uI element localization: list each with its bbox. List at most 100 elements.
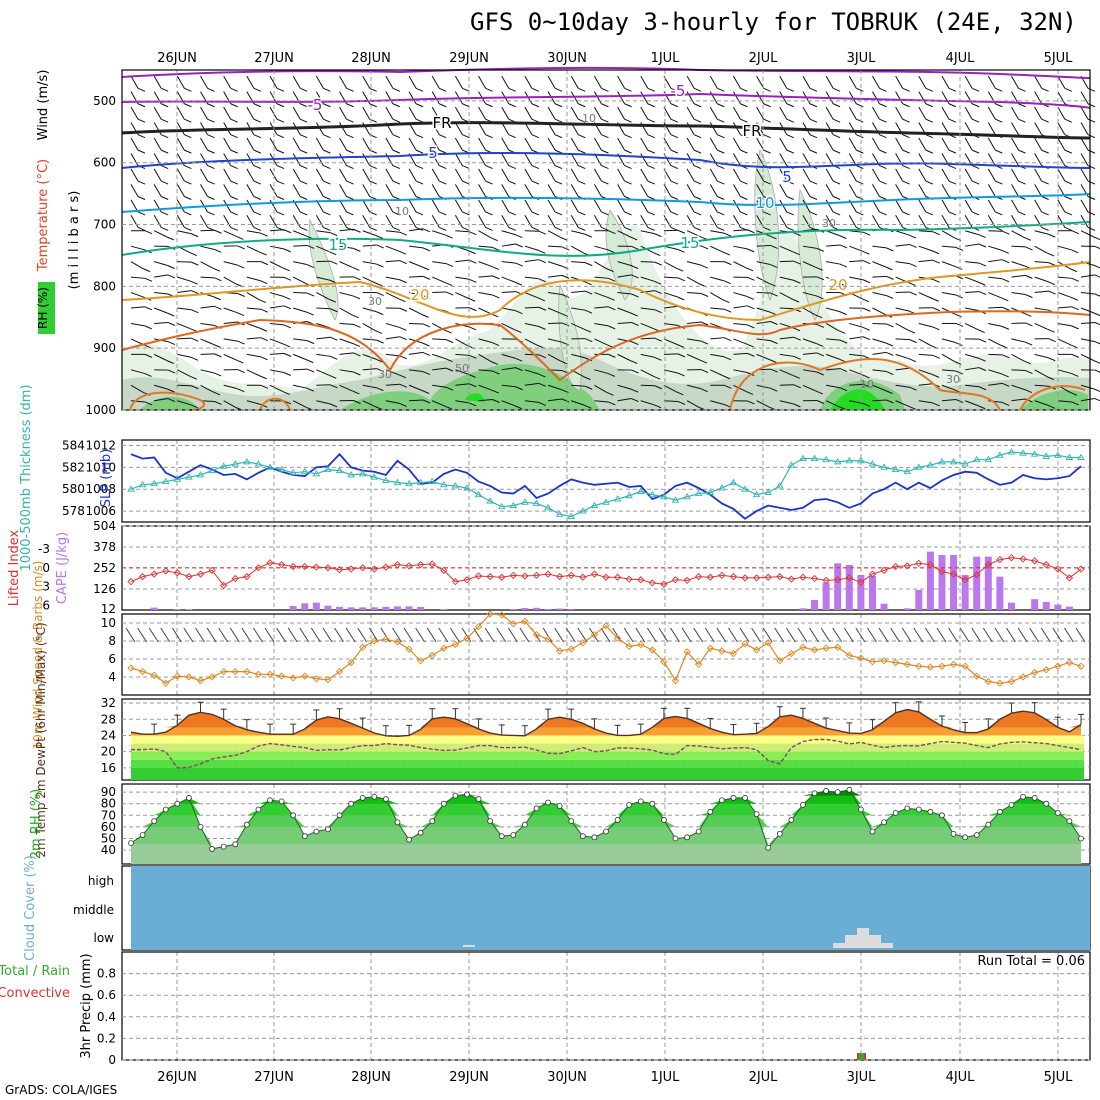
wind-barb-flag — [723, 403, 731, 408]
wind-barb — [1011, 274, 1026, 278]
tick-label: 600 — [93, 156, 116, 170]
wind-barb — [964, 122, 973, 135]
wind-barb-flag — [722, 251, 731, 256]
wind-barb-flag — [137, 211, 146, 216]
wind-barb-flag — [230, 226, 238, 231]
wind-barb-flag — [282, 343, 291, 348]
wind-barb-flag — [793, 232, 801, 237]
wind-barb-flag — [653, 404, 662, 409]
wind-barb — [177, 337, 192, 340]
tick-label: 3 — [42, 580, 50, 594]
thickness-point — [602, 498, 610, 505]
wind-barb-flag — [137, 87, 146, 92]
wind-barb-flag — [699, 359, 708, 364]
wind-barb — [941, 168, 950, 182]
wind-barb — [895, 106, 904, 120]
wind-barb — [964, 323, 978, 331]
wind-barb-flag — [925, 103, 934, 108]
wind-barb — [849, 245, 863, 252]
wind-barb — [293, 230, 307, 237]
wind-barb-flag — [399, 402, 407, 407]
wind-barb-flag — [909, 386, 917, 391]
wind-barb-flag — [606, 391, 614, 396]
wind-barb-flag — [1071, 306, 1079, 311]
wind-barb-flag — [885, 294, 894, 299]
wind-barb-flag — [816, 276, 825, 281]
cape-bar — [521, 608, 529, 610]
tick-label: 70 — [101, 808, 116, 822]
wind-barb — [640, 369, 654, 377]
wind-barb-flag — [1041, 226, 1049, 231]
wind10m-barb — [426, 627, 437, 643]
wind-barb — [223, 75, 232, 89]
wind-barb-flag — [306, 340, 315, 345]
wind-barb — [385, 292, 399, 300]
wind10m-barb — [519, 627, 530, 643]
wind10m-point — [138, 667, 147, 676]
lifted-index-point — [1042, 561, 1050, 569]
wind10m-barb — [368, 627, 379, 643]
wind-barb-flag — [469, 231, 477, 236]
wind-barb-flag — [392, 134, 401, 139]
lifted-index-point — [463, 576, 471, 584]
wind-barb-flag — [793, 384, 801, 389]
wind-barb — [594, 276, 609, 279]
wind-barb — [987, 137, 996, 151]
wind-barb — [292, 215, 301, 228]
wind-barb — [593, 91, 602, 105]
wind-barb — [501, 291, 516, 294]
wind-barb — [1034, 153, 1043, 166]
rh2m-point — [997, 808, 1003, 815]
rh2m-point — [128, 840, 134, 847]
wind-barb — [1034, 322, 1048, 330]
rh2m-point — [406, 836, 412, 843]
wind10m-point — [590, 631, 599, 639]
wind10m-barb — [334, 627, 344, 643]
wind-barb — [593, 137, 602, 151]
precip-total-bar — [859, 1053, 864, 1060]
wind10m-barb — [264, 627, 275, 643]
rh2m-point — [464, 791, 470, 798]
wind-barb — [292, 168, 301, 182]
wind10m-point — [625, 642, 633, 651]
wind10m-barb — [253, 627, 263, 643]
wind-barb — [709, 106, 718, 120]
wind-barb-flag — [1094, 398, 1100, 402]
low-cloud-bar — [845, 935, 857, 948]
wind-barb-flag — [469, 354, 477, 359]
wind-barb-flag — [839, 387, 848, 392]
thickness-point — [138, 480, 147, 488]
cape-bar — [799, 608, 807, 610]
wind-barb — [524, 382, 539, 386]
wind-barb — [223, 137, 232, 151]
wind-barb-flag — [879, 134, 887, 139]
wind-barb-flag — [863, 231, 871, 236]
wind-barb — [941, 399, 956, 402]
wind-barb-flag — [724, 308, 732, 313]
lifted-index-point — [926, 561, 935, 569]
wind-barb — [640, 322, 654, 330]
wind-barb-flag — [584, 281, 592, 286]
wind-barb — [524, 292, 539, 299]
wind-barb — [130, 322, 145, 327]
wind-barb — [733, 106, 741, 120]
wind10m-point — [1065, 658, 1074, 667]
rh2m-point — [510, 832, 517, 838]
wind-barb-flag — [230, 103, 238, 108]
wind-barb-flag — [160, 165, 169, 170]
wind-barb — [316, 322, 330, 329]
wind-barb-flag — [166, 236, 174, 241]
wind-barb — [223, 215, 232, 228]
wind-barb-flag — [722, 375, 731, 380]
wind-barb-flag — [260, 308, 268, 313]
thickness-point — [324, 465, 332, 472]
wind-barb-flag — [167, 398, 176, 402]
wind-barb — [408, 199, 417, 213]
tick-label: 800 — [93, 279, 116, 293]
rh2m-point — [753, 811, 760, 818]
wind-barb — [455, 353, 470, 356]
wind-barb — [362, 106, 371, 120]
wind-barb-flag — [647, 180, 655, 185]
wind-barb-flag — [1046, 252, 1055, 257]
wind-barb-flag — [353, 323, 361, 328]
